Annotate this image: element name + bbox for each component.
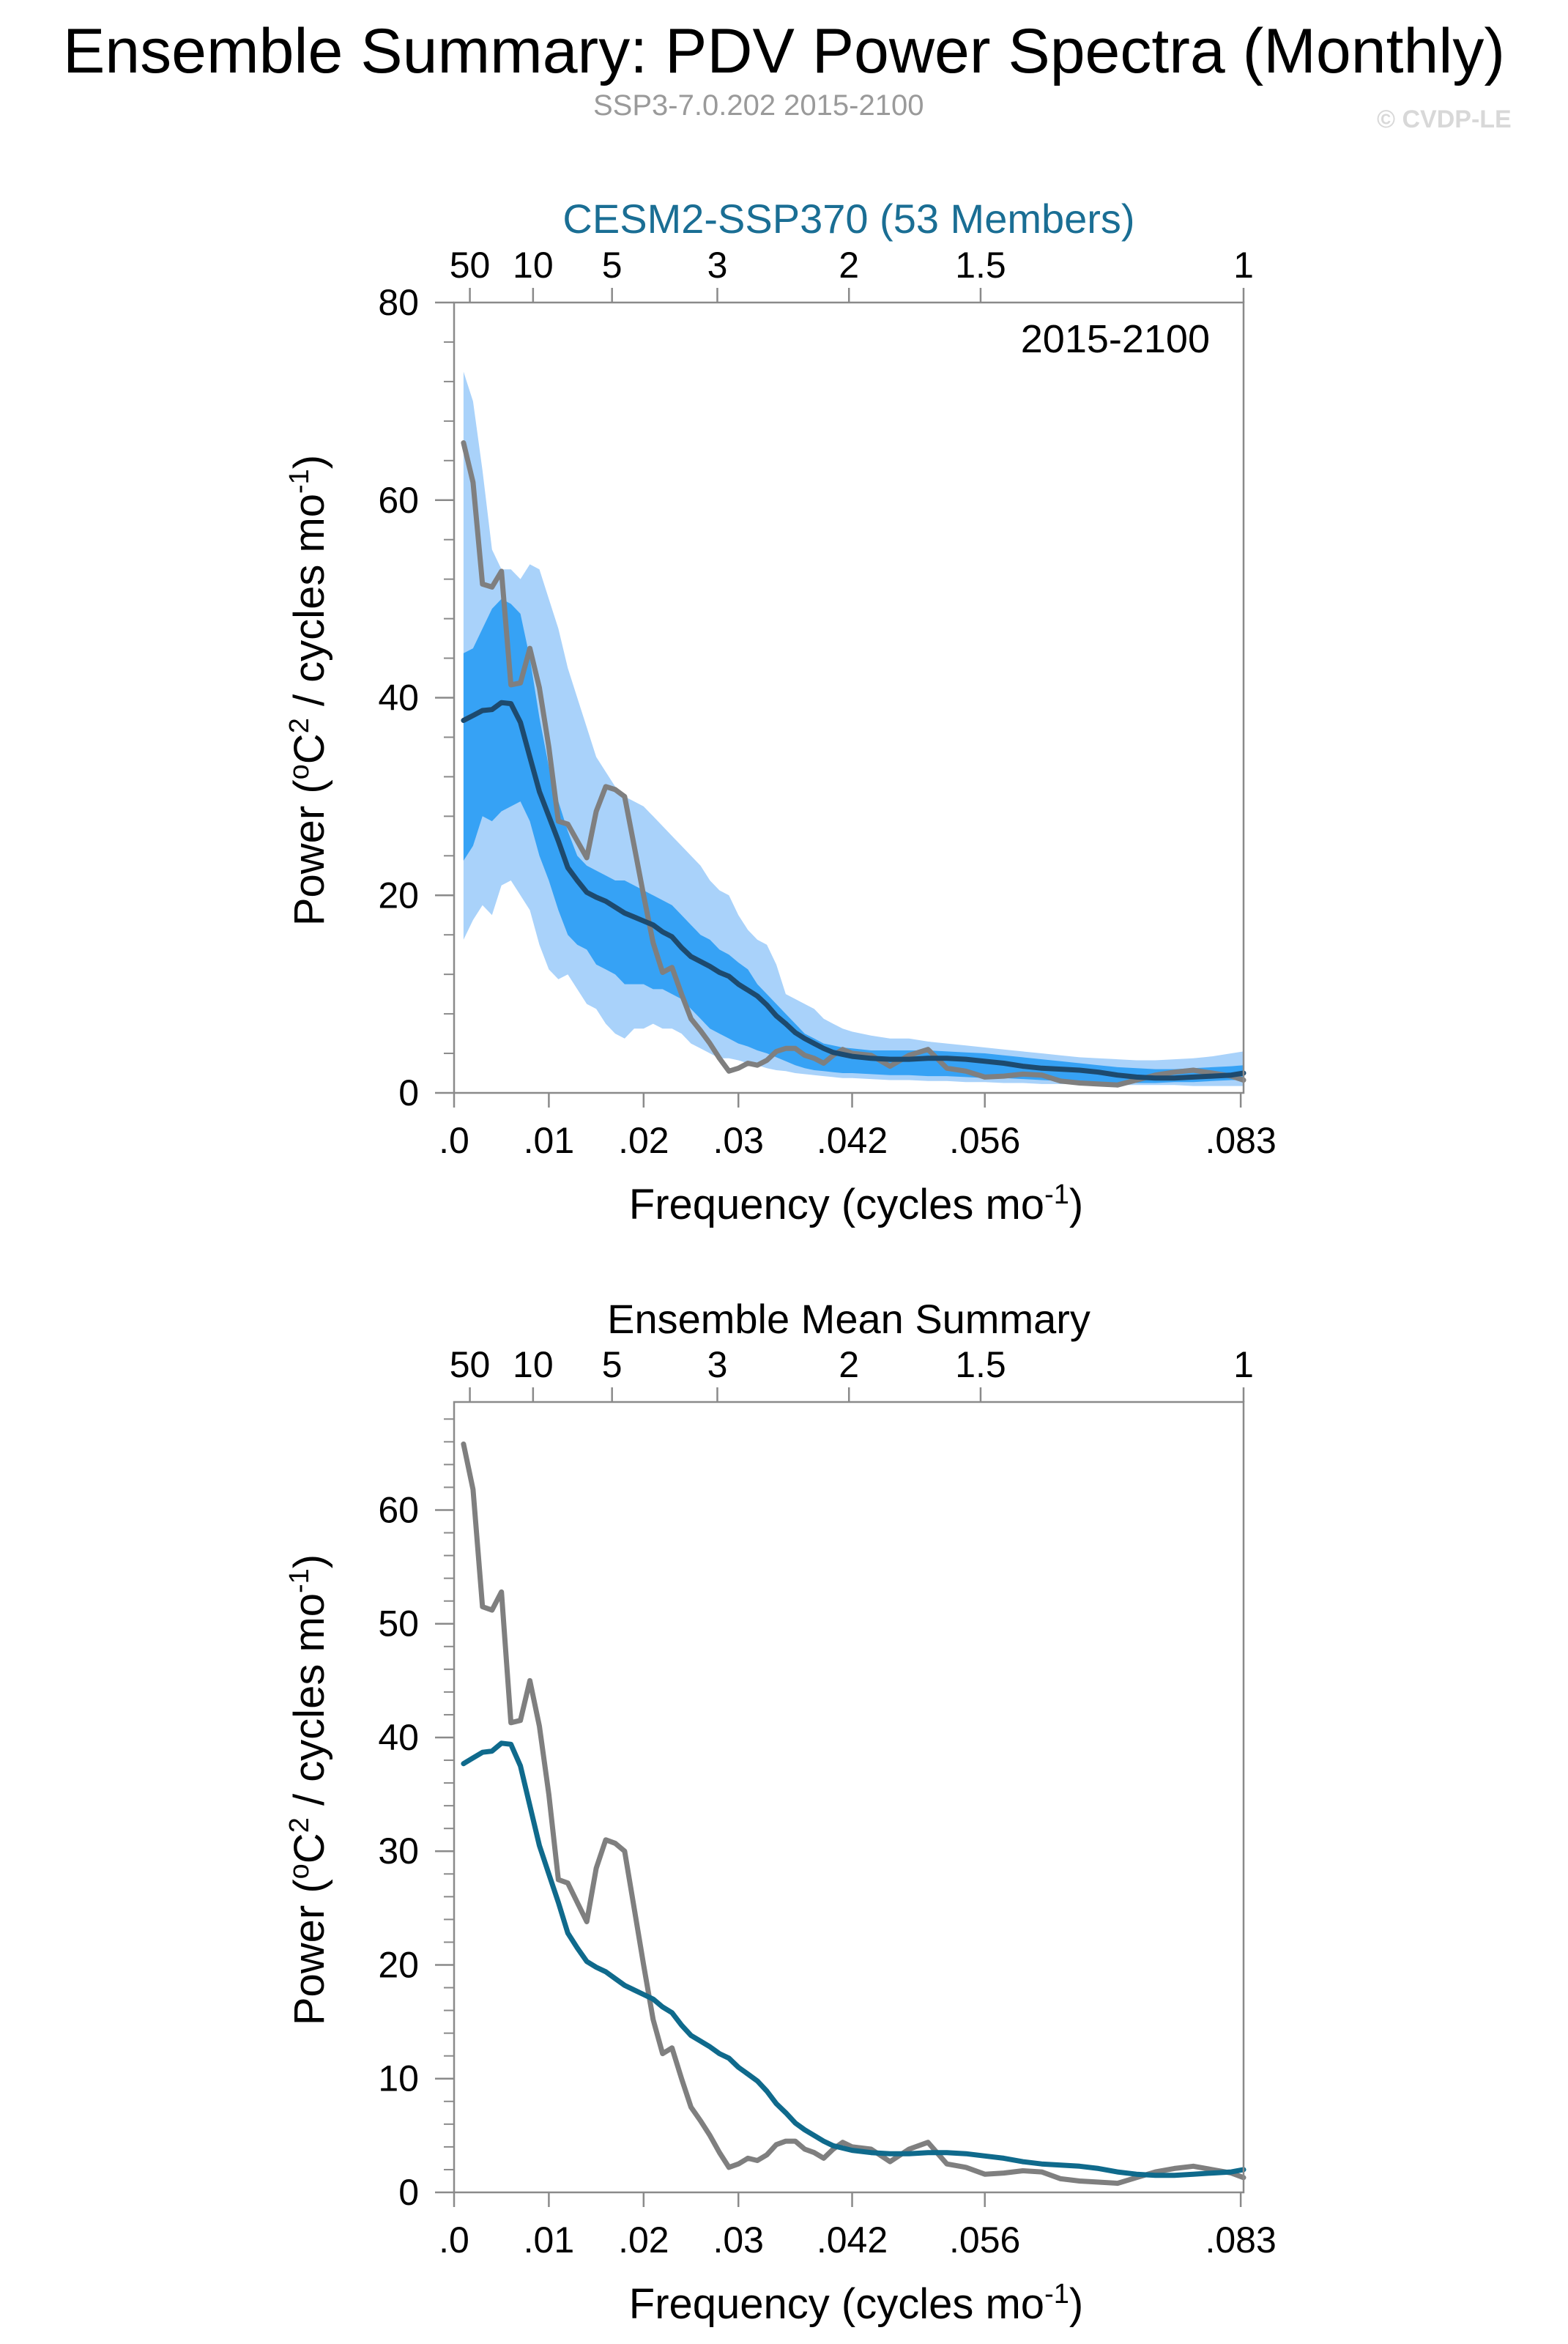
top-period-tick-label: 2 — [839, 245, 859, 286]
top-period-tick-label: 50 — [450, 1344, 491, 1385]
ensemble-mean-series-line — [461, 700, 1246, 1081]
x-tick-label: .03 — [713, 1120, 764, 1161]
chart-panel-1: CESM2-SSP370 (53 Members) .0 .01 .02 .03 .042… — [284, 196, 1277, 1228]
y-tick-label: 20 — [378, 875, 419, 916]
top-period-tick-label: 1.5 — [955, 245, 1006, 286]
x-tick-label: .01 — [524, 2219, 575, 2260]
y-tick-label: 40 — [378, 678, 419, 719]
top-period-tick-label: 10 — [513, 245, 554, 286]
plot-area — [461, 1441, 1246, 2187]
y-axis-label: Power (oC2 / cycles mo-1) — [284, 1554, 333, 2025]
x-tick-label: .042 — [817, 1120, 888, 1161]
top-period-tick-label: 5 — [602, 245, 623, 286]
plot-frame — [453, 1401, 1245, 2194]
y-axis-label: Power (oC2 / cycles mo-1) — [284, 455, 333, 926]
top-period-tick-label: 2 — [839, 1344, 859, 1385]
page-title: Ensemble Summary: PDV Power Spectra (Mon… — [62, 16, 1506, 86]
y-tick-label: 20 — [378, 1944, 419, 1985]
y-tick-label: 60 — [378, 480, 419, 521]
top-period-tick-label: 50 — [450, 245, 491, 286]
y-tick-label: 80 — [378, 282, 419, 323]
x-tick-label: .0 — [439, 1120, 469, 1161]
x-tick-label: .056 — [949, 2219, 1020, 2260]
top-period-tick-label: 1 — [1233, 245, 1254, 286]
y-tick-label: 0 — [398, 1072, 419, 1113]
chart-title: CESM2-SSP370 (53 Members) — [562, 196, 1134, 242]
observed-series-line — [461, 440, 1246, 1088]
ensemble-range-band — [463, 371, 1244, 1086]
y-tick-label: 30 — [378, 1831, 419, 1872]
x-tick-label: .01 — [524, 1120, 575, 1161]
y-tick-label: 60 — [378, 1489, 419, 1530]
y-tick-label: 0 — [398, 2172, 419, 2213]
y-tick-label: 10 — [378, 2058, 419, 2099]
top-period-tick-label: 3 — [707, 1344, 728, 1385]
x-axis-label: Frequency (cycles mo-1) — [629, 2279, 1083, 2328]
page-subtitle: SSP3-7.0.202 2015-2100 — [593, 89, 924, 122]
top-period-tick-label: 1 — [1233, 1344, 1254, 1385]
x-tick-label: .0 — [439, 2219, 469, 2260]
x-axis-label: Frequency (cycles mo-1) — [629, 1179, 1083, 1228]
period-label: 2015-2100 — [1021, 317, 1210, 361]
x-tick-label: .02 — [618, 2219, 669, 2260]
top-period-tick-label: 1.5 — [955, 1344, 1006, 1385]
y-tick-label: 50 — [378, 1603, 419, 1644]
ensemble-mean-series-line — [461, 1740, 1246, 2178]
x-tick-label: .083 — [1205, 2219, 1276, 2260]
observed-series-line — [461, 1441, 1246, 2187]
x-tick-label: .042 — [817, 2219, 888, 2260]
chart-panel-2: Ensemble Mean Summary .0 .01 .02 .03 .042 .056… — [284, 1296, 1277, 2328]
x-tick-label: .056 — [949, 1120, 1020, 1161]
top-period-tick-label: 10 — [513, 1344, 554, 1385]
x-tick-label: .083 — [1205, 1120, 1276, 1161]
plot-area — [461, 371, 1246, 1088]
chart-title: Ensemble Mean Summary — [607, 1296, 1090, 1342]
top-period-tick-label: 3 — [707, 245, 728, 286]
x-tick-label: .03 — [713, 2219, 764, 2260]
x-tick-label: .02 — [618, 1120, 669, 1161]
y-tick-label: 40 — [378, 1717, 419, 1758]
top-period-tick-label: 5 — [602, 1344, 623, 1385]
credit-watermark: © CVDP-LE — [1377, 105, 1512, 133]
